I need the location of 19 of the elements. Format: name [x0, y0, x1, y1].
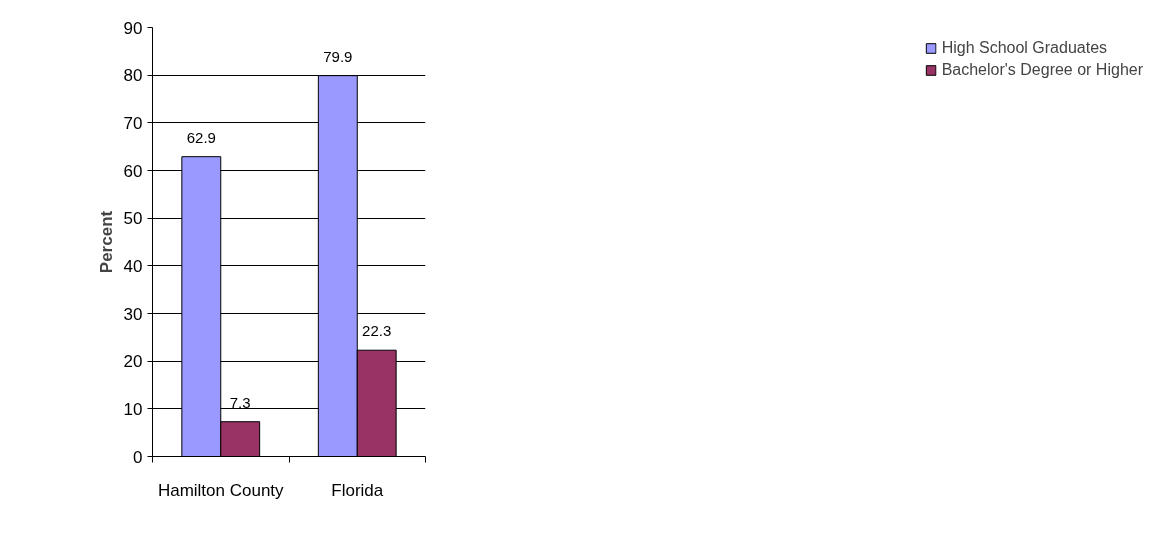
y-tick-label: 50 [123, 209, 143, 229]
data-label: 62.9 [186, 128, 216, 146]
y-tick-label: 40 [123, 256, 143, 276]
y-tick-label: 80 [123, 66, 143, 86]
data-label: 79.9 [323, 47, 353, 65]
legend-label: Bachelor's Degree or Higher [941, 61, 1143, 79]
y-tick-label: 70 [123, 113, 143, 133]
legend-label: High School Graduates [941, 39, 1108, 57]
data-label: 7.3 [229, 393, 251, 411]
y-tick-label: 90 [123, 18, 143, 38]
y-tick-label: 60 [123, 161, 143, 181]
y-tick-label: 0 [133, 447, 143, 467]
y-axis-title: Percent [96, 210, 116, 274]
y-tick-label: 30 [123, 304, 143, 324]
y-tick-label: 10 [123, 399, 143, 419]
x-tick-label: Florida [331, 480, 384, 500]
data-label: 22.3 [362, 322, 392, 340]
x-tick-label: Hamilton County [157, 480, 285, 500]
y-tick-label: 20 [123, 352, 143, 372]
